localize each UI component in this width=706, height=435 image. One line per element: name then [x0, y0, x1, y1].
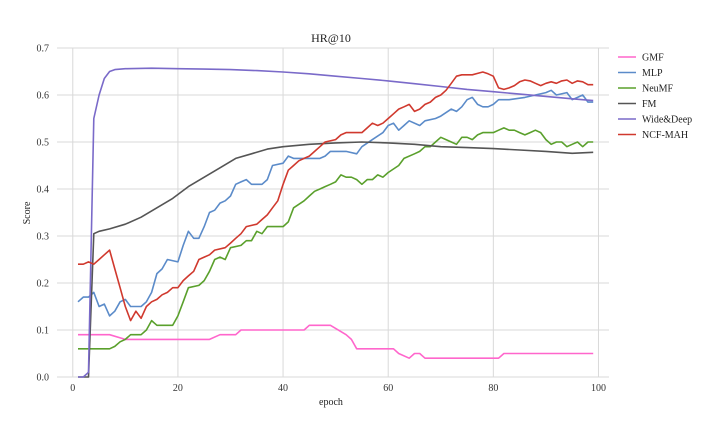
series-line-fm [78, 141, 594, 378]
series-layer [77, 67, 594, 378]
x-tick-label: 40 [278, 383, 288, 394]
chart-title: HR@10 [311, 31, 351, 45]
series-line-gmf [78, 324, 594, 359]
y-tick-label: 0.5 [37, 138, 50, 149]
legend-label-neumf: NeuMF [642, 84, 674, 95]
y-axis-label: Score [22, 201, 33, 224]
legend: GMF MLP NeuMF FM Wide&Deep NCF-MAH [618, 53, 692, 141]
legend-label-gmf: GMF [642, 53, 664, 64]
x-tick-label: 60 [383, 383, 393, 394]
series-line-wide-deep [78, 67, 594, 378]
y-tick-label: 0.0 [37, 373, 50, 384]
x-tick-label: 100 [591, 383, 606, 394]
legend-label-mlp: MLP [642, 68, 663, 79]
series-line-neumf [78, 127, 594, 350]
legend-label-ncf-mah: NCF-MAH [642, 130, 688, 141]
tick-layer: 0.0 0.1 0.2 0.3 0.4 0.5 0.6 0.7 0 20 40 60 80 100 [37, 44, 606, 395]
x-tick-label: 80 [488, 383, 498, 394]
legend-label-fm: FM [642, 99, 657, 110]
x-tick-label: 20 [173, 383, 183, 394]
y-tick-label: 0.7 [37, 44, 50, 55]
legend-label-wide-deep: Wide&Deep [642, 115, 692, 126]
grid [57, 47, 609, 378]
x-axis-label: epoch [319, 397, 343, 408]
series-line-ncf-mah [78, 71, 594, 322]
y-tick-label: 0.1 [37, 326, 50, 337]
y-tick-label: 0.4 [37, 185, 50, 196]
y-tick-label: 0.6 [37, 91, 50, 102]
y-tick-label: 0.2 [37, 279, 50, 290]
y-tick-label: 0.3 [37, 232, 50, 243]
x-tick-label: 0 [70, 383, 75, 394]
